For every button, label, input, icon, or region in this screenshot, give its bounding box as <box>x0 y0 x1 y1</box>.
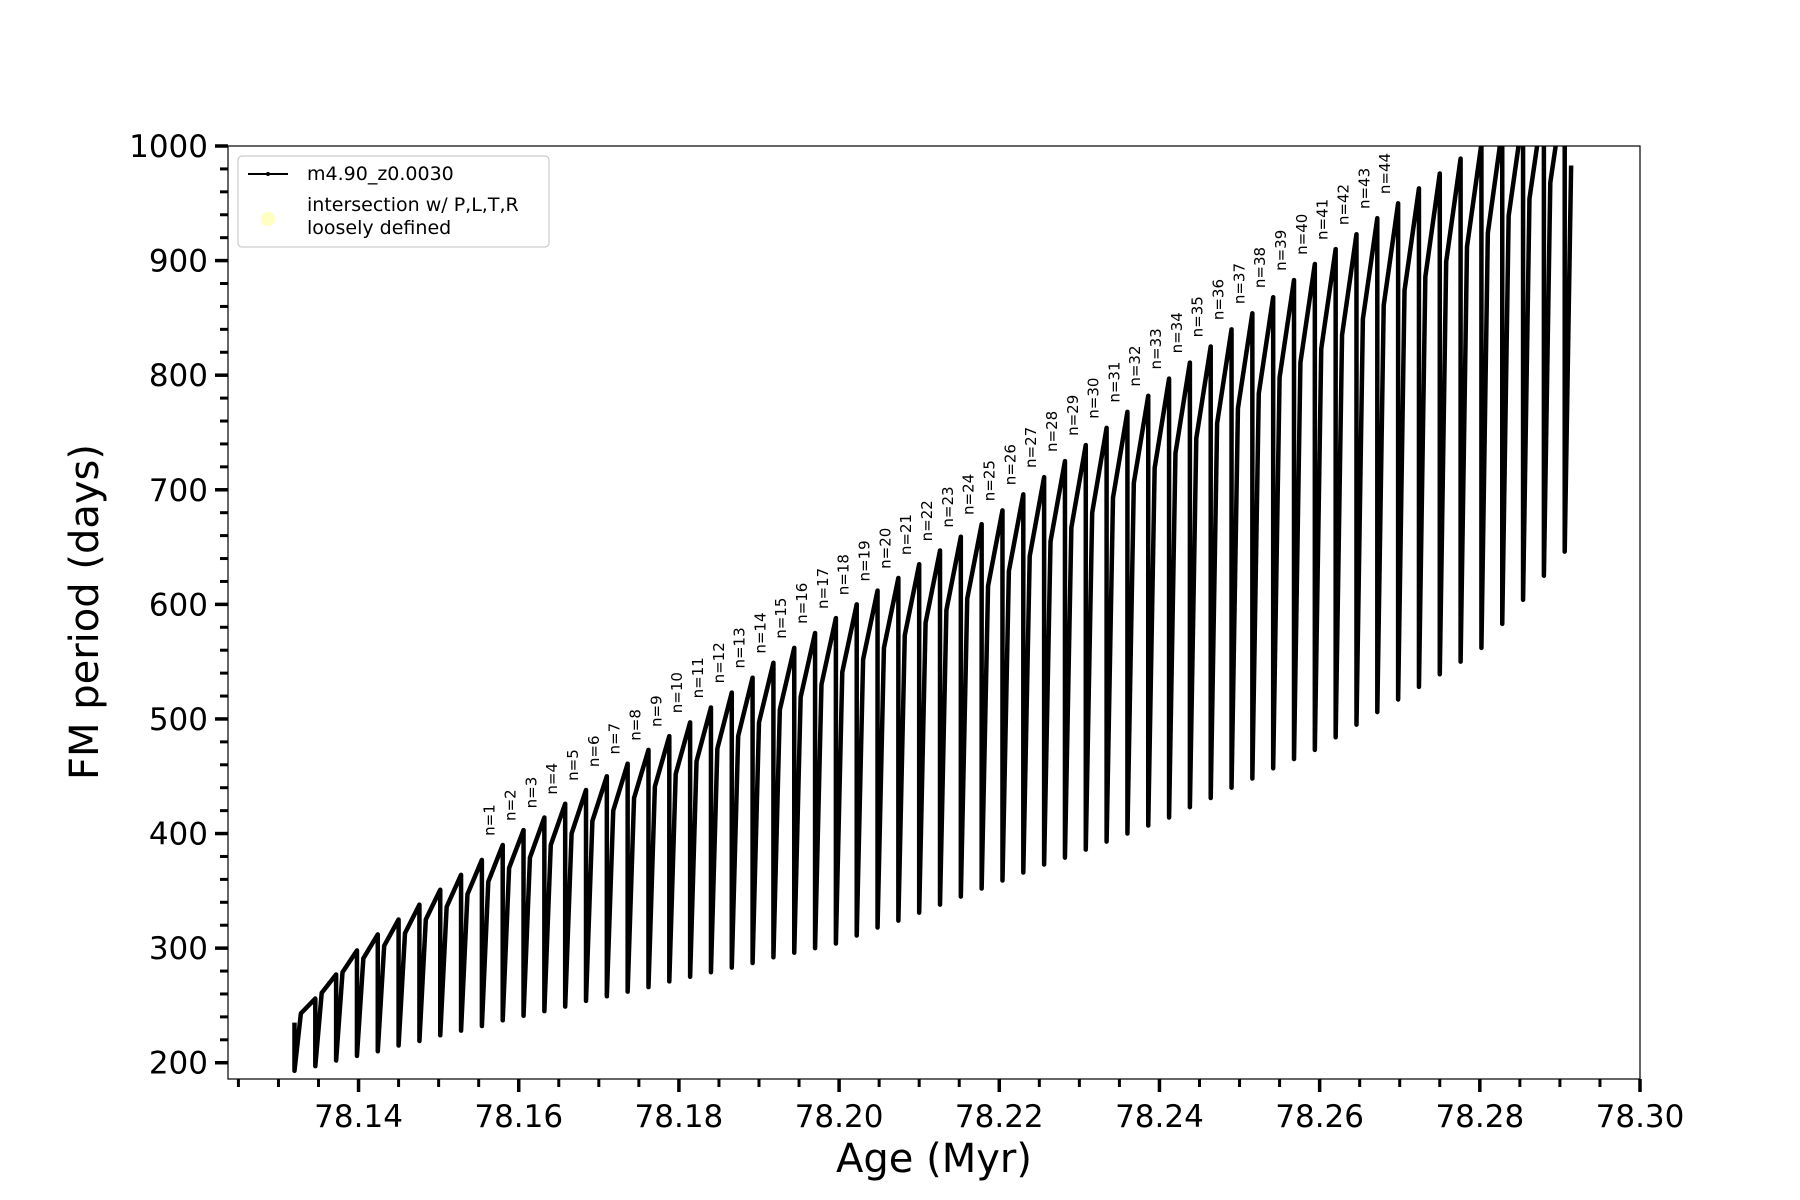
annotation: n=44 <box>1376 153 1394 194</box>
annotation: n=24 <box>960 474 978 515</box>
y-tick-label: 1000 <box>129 129 208 165</box>
x-tick-label: 78.14 <box>314 1099 403 1135</box>
annotation: n=2 <box>502 789 520 821</box>
annotation: n=28 <box>1043 411 1061 452</box>
annotation: n=40 <box>1293 214 1311 255</box>
legend-swatch <box>261 212 275 226</box>
annotation: n=27 <box>1022 427 1040 468</box>
annotation: n=36 <box>1210 279 1228 320</box>
annotation: n=25 <box>980 460 998 501</box>
legend-label: m4.90_z0.0030 <box>307 163 454 185</box>
annotation: n=35 <box>1189 296 1207 337</box>
annotation: n=19 <box>856 540 874 581</box>
annotation: n=42 <box>1334 184 1352 225</box>
annotation: n=1 <box>481 804 499 836</box>
annotation: n=9 <box>647 695 665 727</box>
annotation: n=3 <box>522 777 540 809</box>
annotation: n=29 <box>1064 395 1082 436</box>
annotation: n=16 <box>793 583 811 624</box>
annotation: n=41 <box>1314 199 1332 240</box>
x-tick-label: 78.24 <box>1115 1099 1204 1135</box>
annotation: n=31 <box>1105 362 1123 403</box>
x-tick-label: 78.20 <box>795 1099 884 1135</box>
annotation: n=37 <box>1230 263 1248 304</box>
annotation: n=18 <box>835 554 853 595</box>
y-tick-label: 200 <box>149 1046 208 1082</box>
annotation: n=32 <box>1126 345 1144 386</box>
annotation: n=21 <box>897 514 915 555</box>
legend-label: loosely defined <box>307 217 451 239</box>
y-tick-label: 900 <box>149 244 208 280</box>
legend-swatch-marker <box>266 172 270 176</box>
annotation: n=6 <box>585 735 603 767</box>
annotation: n=7 <box>606 723 624 755</box>
annotation: n=10 <box>668 672 686 713</box>
plot-area <box>292 146 1574 1073</box>
annotation: n=11 <box>689 657 707 698</box>
annotation: n=20 <box>876 528 894 569</box>
legend-box <box>237 155 550 248</box>
y-tick-label: 600 <box>149 587 208 623</box>
annotation: n=5 <box>564 749 582 781</box>
y-axis-label: FM period (days) <box>62 444 108 780</box>
annotation: n=30 <box>1085 378 1103 419</box>
annotation: n=23 <box>939 486 957 527</box>
x-tick-label: 78.18 <box>635 1099 724 1135</box>
x-tick-label: 78.30 <box>1596 1099 1685 1135</box>
legend-label: intersection w/ P,L,T,R <box>307 194 519 216</box>
annotation: n=33 <box>1147 328 1165 369</box>
x-axis-label: Age (Myr) <box>836 1136 1032 1182</box>
annotation: n=26 <box>1001 444 1019 485</box>
plot-frame <box>227 145 1641 1080</box>
x-tick-label: 78.26 <box>1275 1099 1364 1135</box>
y-tick-label: 800 <box>149 358 208 394</box>
y-tick-label: 500 <box>149 702 208 738</box>
annotation: n=34 <box>1168 312 1186 353</box>
data-line <box>292 146 1574 1073</box>
annotation: n=13 <box>731 627 749 668</box>
x-tick-label: 78.22 <box>955 1099 1044 1135</box>
y-tick-label: 400 <box>149 817 208 853</box>
annotation: n=14 <box>751 612 769 653</box>
annotation: n=15 <box>772 598 790 639</box>
x-tick-label: 78.16 <box>474 1099 563 1135</box>
y-tick-label: 700 <box>149 473 208 509</box>
annotation: n=38 <box>1251 247 1269 288</box>
annotation: n=39 <box>1272 230 1290 271</box>
y-tick-label: 300 <box>149 931 208 967</box>
annotation: n=17 <box>814 568 832 609</box>
annotation: n=8 <box>626 709 644 741</box>
annotation: n=4 <box>543 763 561 795</box>
x-tick-label: 78.28 <box>1435 1099 1524 1135</box>
annotation: n=22 <box>918 500 936 541</box>
annotation: n=43 <box>1355 168 1373 209</box>
annotation: n=12 <box>710 642 728 683</box>
